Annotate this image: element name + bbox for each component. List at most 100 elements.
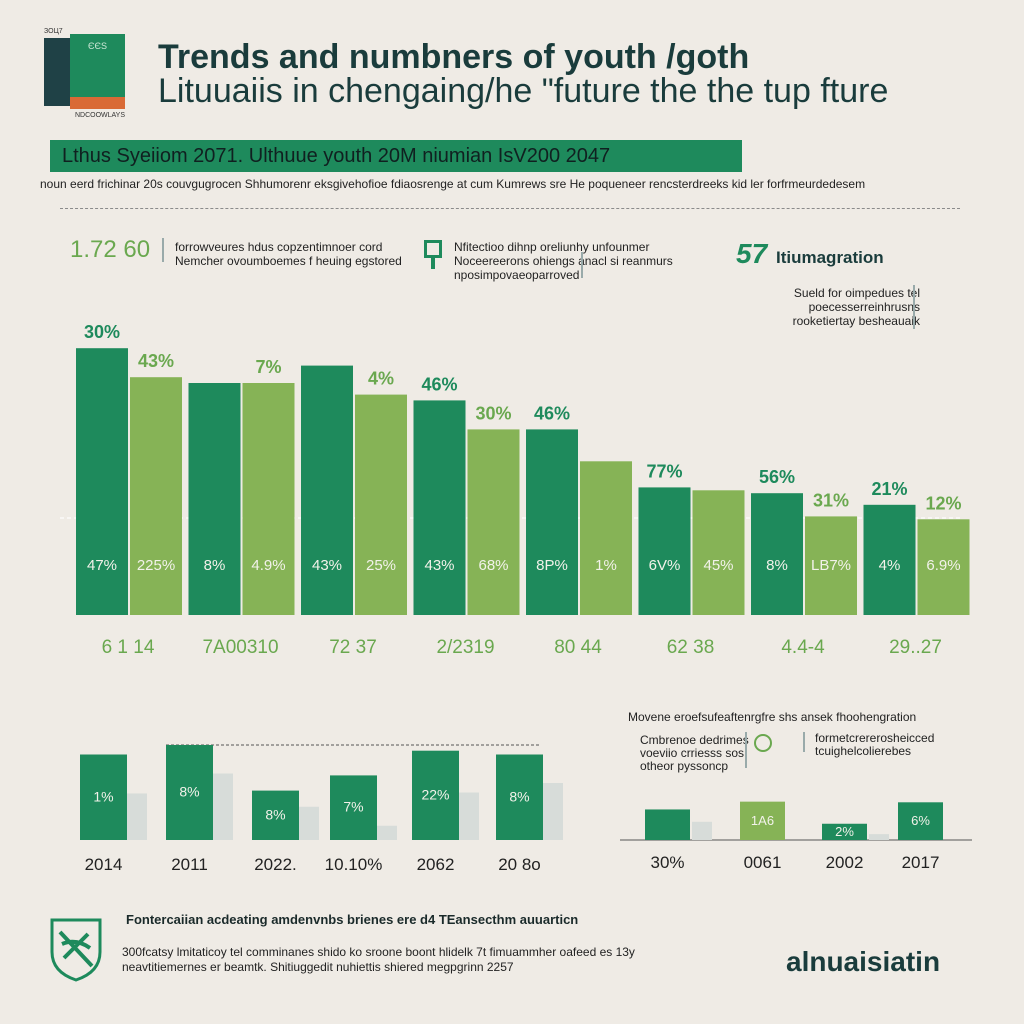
title-line-1: Trends and numbners of youth /goth xyxy=(158,38,750,76)
bar-inner-label: 1A6 xyxy=(751,813,774,828)
bar-dark xyxy=(822,823,867,840)
category-label: 2014 xyxy=(85,855,123,874)
bar-top-label: 30% xyxy=(475,403,511,423)
category-label: 2062 xyxy=(417,855,455,874)
bar-dark xyxy=(166,745,213,840)
bar-inner-label: 225% xyxy=(137,557,175,574)
bar-top-label: 12% xyxy=(925,493,961,513)
bar-light xyxy=(805,516,857,615)
bar-inner-label: 4% xyxy=(879,557,901,574)
footer-text: 300fcatsy lmitaticoy tel comminanes shid… xyxy=(122,945,635,974)
immigration-title: Itiumagration xyxy=(776,248,884,267)
category-label: 29..27 xyxy=(889,637,942,658)
bar-dark xyxy=(863,504,916,615)
bar-dark xyxy=(80,754,127,840)
bar-inner-label: 1% xyxy=(595,557,617,574)
bar-top-label: 7% xyxy=(255,357,281,377)
bar-inner-label: 8% xyxy=(265,806,285,822)
bar-dark xyxy=(496,754,543,840)
bar-background xyxy=(869,834,889,840)
bar-light xyxy=(355,394,407,615)
category-label: 2011 xyxy=(171,855,208,874)
book-caption: NDCOOWLAYS xyxy=(74,112,126,119)
banner: Lthus Syeiiom 2071. Ulthuue youth 20M ni… xyxy=(50,140,742,172)
bar-background xyxy=(692,821,712,840)
category-label: 2/2319 xyxy=(436,637,494,658)
stat-number: 1.72 60 xyxy=(70,236,151,263)
lower-note-left: Cmbrenoe dedrimes voeviio crriesss sos o… xyxy=(640,733,749,773)
bar-light xyxy=(580,461,632,615)
category-label: 2017 xyxy=(902,853,940,872)
bar-background xyxy=(459,792,479,840)
banner-text: Lthus Syeiiom 2071. Ulthuue youth 20M ni… xyxy=(62,145,611,167)
brand-logo-text: alnuaisiatin xyxy=(786,946,941,977)
lower-note-divider-2 xyxy=(803,732,805,752)
bar-light xyxy=(467,429,520,615)
category-label: 30% xyxy=(650,853,684,872)
bar-inner-label: 47% xyxy=(87,557,117,574)
bar-background xyxy=(543,783,563,840)
bar-dark xyxy=(188,383,241,615)
bar-inner-label: 6.9% xyxy=(926,557,960,574)
bar-inner-label: 8% xyxy=(766,557,788,574)
stat-divider xyxy=(162,238,164,262)
category-label: 2002 xyxy=(826,853,864,872)
bar-inner-label: 8% xyxy=(179,784,199,800)
bar-inner-label: LB7% xyxy=(811,557,851,574)
bar-background xyxy=(299,806,319,840)
bar-dark xyxy=(412,750,459,840)
bar-background xyxy=(377,825,397,840)
lower-right-bar-chart: 30% 1A6 0061 2% 2002 6% 2017 xyxy=(620,801,972,872)
bar-dark xyxy=(252,790,299,840)
ring-icon xyxy=(754,734,772,752)
bar-inner-label: 43% xyxy=(424,557,454,574)
category-label: 2022. xyxy=(254,855,297,874)
immigration-number: 57 xyxy=(736,238,768,269)
immigration-text: Sueld for oimpedues tel poecesserreinhru… xyxy=(792,286,920,328)
bar-light xyxy=(692,490,745,615)
bar-inner-label: 1% xyxy=(93,788,113,804)
bar-dark xyxy=(898,802,943,840)
bar-top-label: 46% xyxy=(534,403,570,423)
bar-dark xyxy=(330,775,377,840)
pin-icon xyxy=(424,240,442,258)
bar-light xyxy=(242,383,295,615)
book-top-label: ЗОЦ7 xyxy=(44,28,63,35)
bar-inner-label: 6V% xyxy=(649,557,681,574)
bar-dark xyxy=(301,365,353,615)
immigration-divider xyxy=(913,285,915,329)
bar-inner-label: 43% xyxy=(312,557,342,574)
shield-icon xyxy=(50,918,102,982)
lower-note-right: formetcrererosheicced tcuighelcolierebes xyxy=(815,731,935,758)
category-label: 20 8o xyxy=(498,855,541,874)
bar-top-label: 21% xyxy=(871,479,907,499)
book-cover: ЄЄS xyxy=(70,34,125,99)
bar-inner-label: 2% xyxy=(835,824,854,839)
divider xyxy=(60,208,960,209)
mid-text: Nfitectioo dihnp oreliunhy unfounmer Noc… xyxy=(454,240,673,282)
bar-inner-label: 8% xyxy=(509,788,529,804)
mid-divider xyxy=(581,252,583,278)
title-line-2: Lituuaiis in chengaing/he "future the th… xyxy=(158,72,889,110)
bar-top-label: 77% xyxy=(646,461,682,481)
lower-right-caption: Movene eroefsufeaftenrgfre shs ansek fho… xyxy=(628,710,917,724)
bar-top-label: 43% xyxy=(138,351,174,371)
category-label: 0061 xyxy=(744,853,782,872)
bar-background xyxy=(127,793,147,840)
bar-dark xyxy=(76,348,128,615)
lower-note-divider xyxy=(745,732,747,768)
category-label: 80 44 xyxy=(554,637,602,658)
category-label: 62 38 xyxy=(667,637,715,658)
bar-dark xyxy=(751,493,803,615)
bar-dark xyxy=(413,400,466,615)
bar-inner-label: 7% xyxy=(343,799,363,815)
stat-text: forrowveures hdus copzentimnoer cord Nem… xyxy=(175,240,402,268)
bar-top-label: 30% xyxy=(84,322,120,342)
footer-title: Fontercaiian acdeating amdenvnbs brienes… xyxy=(126,912,579,927)
book-strip xyxy=(70,97,125,109)
bar-dark xyxy=(526,429,578,615)
book-label: ЄЄS xyxy=(88,41,107,51)
lower-left-bar-chart: 1% 2014 8% 2011 8% 2022. 7% 10.10% 22% 2062 8% 20 8… xyxy=(80,744,563,874)
book-spine xyxy=(44,38,72,106)
pin-stem xyxy=(431,257,435,269)
